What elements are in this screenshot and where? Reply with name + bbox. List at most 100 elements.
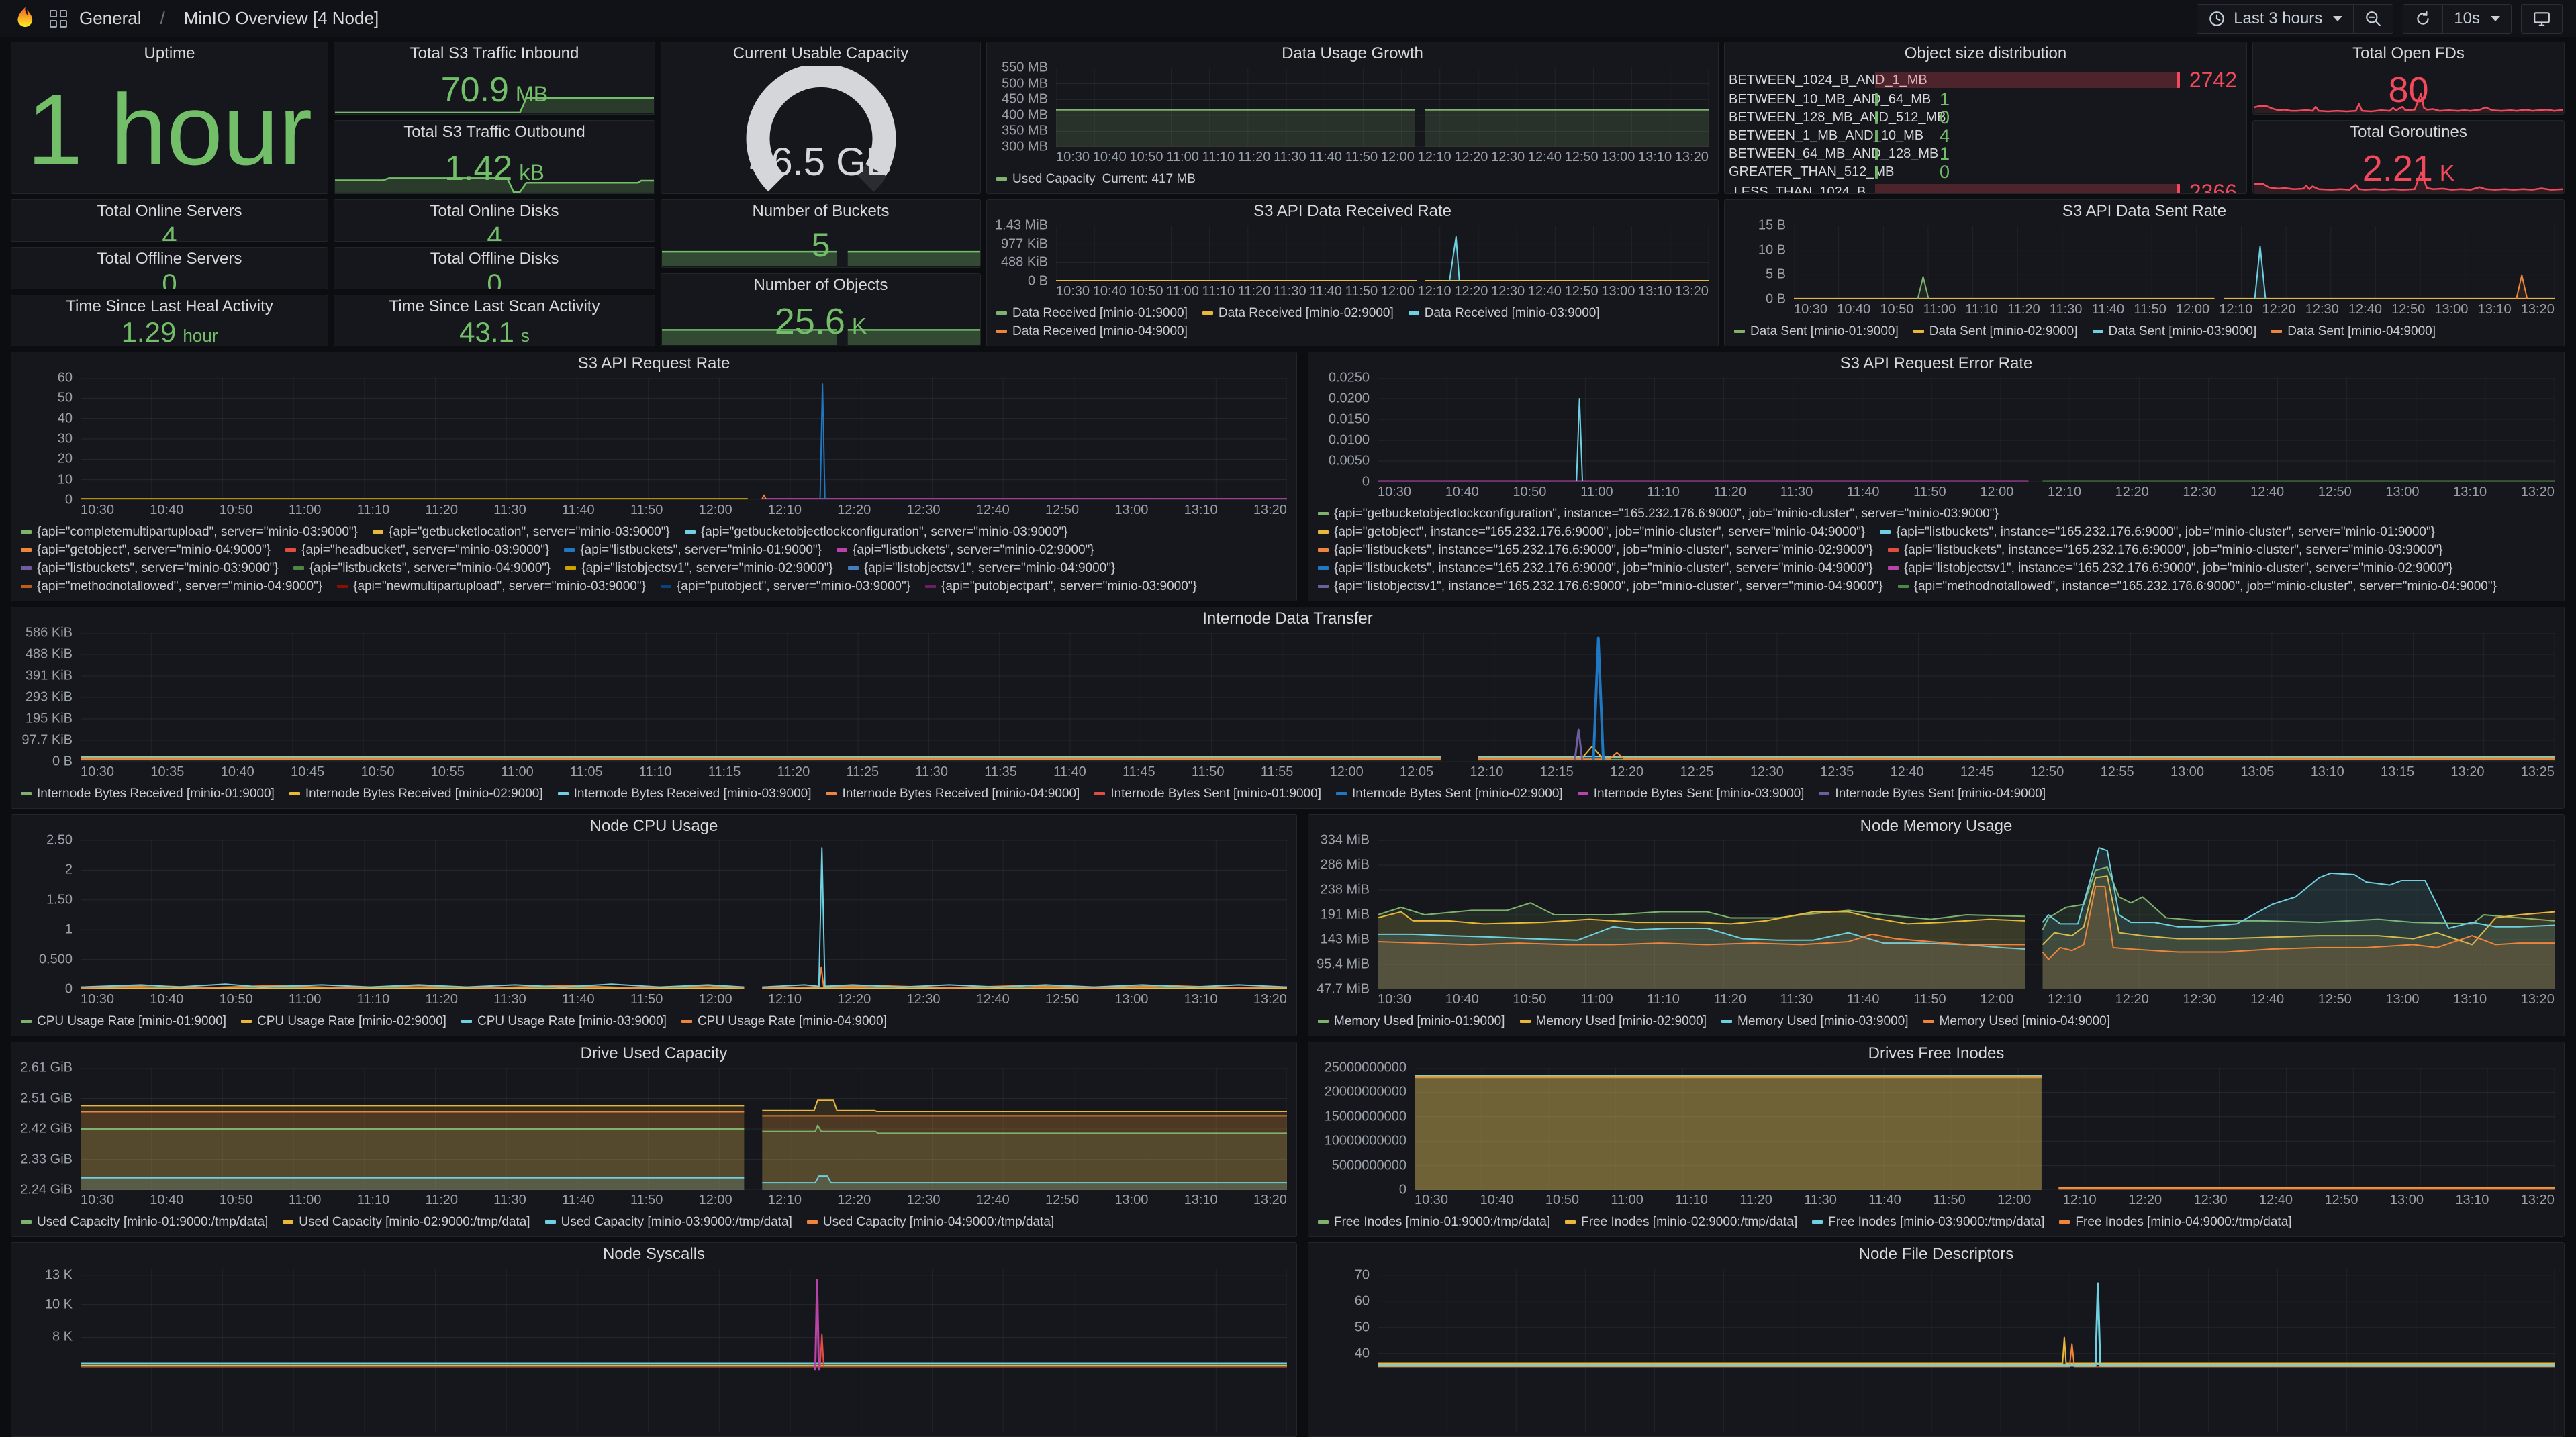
plot-area[interactable] [1378, 840, 2555, 989]
legend-item[interactable]: Memory Used [minio-02:9000] [1519, 1012, 1707, 1030]
plot-area[interactable] [1794, 226, 2555, 299]
plot-area[interactable] [81, 1068, 1287, 1190]
refresh-button[interactable] [2403, 3, 2443, 34]
panel-title[interactable]: Drive Used Capacity [580, 1044, 728, 1062]
panel-title[interactable]: Object size distribution [1904, 44, 2067, 62]
legend-item[interactable]: Free Inodes [minio-02:9000:/tmp/data] [1565, 1213, 1797, 1231]
legend-item[interactable]: {api="listbuckets", instance="165.232.17… [1318, 541, 1873, 559]
legend-item[interactable]: {api="getbucketobjectlockconfiguration",… [1318, 505, 1999, 523]
legend-item[interactable]: Internode Bytes Sent [minio-02:9000] [1336, 785, 1563, 803]
plot-area[interactable] [81, 840, 1287, 989]
legend-item[interactable]: Data Sent [minio-01:9000] [1734, 322, 1899, 340]
plot-area[interactable] [1415, 1068, 2555, 1190]
kiosk-mode-button[interactable] [2521, 3, 2563, 34]
legend-item[interactable]: {api="getbucketobjectlockconfiguration",… [684, 523, 1068, 541]
legend-item[interactable]: Memory Used [minio-03:9000] [1721, 1012, 1909, 1030]
legend-item[interactable]: Internode Bytes Received [minio-02:9000] [289, 785, 543, 803]
legend-item[interactable]: Data Sent [minio-04:9000] [2271, 322, 2436, 340]
legend-item[interactable]: Data Sent [minio-02:9000] [1913, 322, 2078, 340]
legend-item[interactable]: {api="listobjectsv1", server="minio-04:9… [847, 559, 1115, 577]
refresh-interval-picker[interactable]: 10s [2442, 3, 2512, 34]
legend-item[interactable]: Free Inodes [minio-03:9000:/tmp/data] [1812, 1213, 2044, 1231]
legend-item[interactable]: Internode Bytes Sent [minio-04:9000] [1819, 785, 2046, 803]
panel-title[interactable]: Drives Free Inodes [1868, 1044, 2005, 1062]
legend-item[interactable]: {api="listbuckets", server="minio-01:900… [564, 541, 822, 559]
legend-item[interactable]: Data Received [minio-01:9000] [996, 304, 1188, 322]
panel-title[interactable]: Time Since Last Heal Activity [66, 297, 273, 315]
panel-title[interactable]: Node File Descriptors [1858, 1245, 2014, 1263]
panel-title[interactable]: Total Goroutines [2350, 123, 2467, 141]
legend-item[interactable]: CPU Usage Rate [minio-04:9000] [681, 1012, 887, 1030]
legend-item[interactable]: {api="getobject", instance="165.232.176.… [1318, 523, 1865, 541]
legend-item[interactable]: Data Received [minio-04:9000] [996, 322, 1188, 340]
panel-title[interactable]: Total Offline Disks [430, 250, 559, 268]
panel-title[interactable]: Total S3 Traffic Inbound [410, 44, 579, 62]
legend-item[interactable]: Memory Used [minio-01:9000] [1318, 1012, 1505, 1030]
panel-title[interactable]: S3 API Request Rate [577, 354, 730, 373]
panel-title[interactable]: Number of Buckets [752, 202, 890, 220]
panel-title[interactable]: Node CPU Usage [589, 817, 718, 835]
legend-item[interactable]: CPU Usage Rate [minio-03:9000] [461, 1012, 667, 1030]
plot-area[interactable] [81, 378, 1287, 500]
grafana-logo[interactable] [12, 6, 38, 32]
zoom-out-time-button[interactable] [2353, 3, 2394, 34]
panel-title[interactable]: Number of Objects [753, 276, 888, 294]
panel-title[interactable]: Uptime [144, 44, 195, 62]
legend-item[interactable]: {api="methodnotallowed", server="minio-0… [21, 577, 322, 595]
legend-item[interactable]: {api="newmultipartupload", server="minio… [337, 577, 646, 595]
legend-item[interactable]: CPU Usage Rate [minio-01:9000] [21, 1012, 226, 1030]
legend-item[interactable]: Internode Bytes Sent [minio-03:9000] [1577, 785, 1804, 803]
panel-title[interactable]: Node Memory Usage [1860, 817, 2013, 835]
breadcrumb-page[interactable]: MinIO Overview [4 Node] [183, 8, 379, 28]
legend-item[interactable]: {api="listbuckets", instance="165.232.17… [1887, 541, 2443, 559]
plot-area[interactable] [81, 1269, 1287, 1432]
legend-item[interactable]: Memory Used [minio-04:9000] [1923, 1012, 2110, 1030]
panel-title[interactable]: Total Online Disks [430, 202, 559, 220]
panel-title[interactable]: Time Since Last Scan Activity [389, 297, 600, 315]
panel-title[interactable]: S3 API Request Error Rate [1840, 354, 2033, 373]
legend-item[interactable]: Used Capacity [minio-03:9000:/tmp/data] [544, 1213, 792, 1231]
panel-title[interactable]: S3 API Data Received Rate [1253, 202, 1451, 220]
legend-item[interactable]: {api="putobject", server="minio-03:9000"… [660, 577, 910, 595]
legend-item[interactable]: {api="putobjectpart", server="minio-03:9… [925, 577, 1197, 595]
panel-title[interactable]: Total Open FDs [2352, 44, 2465, 62]
panel-title[interactable]: Node Syscalls [602, 1245, 706, 1263]
legend-item[interactable]: Data Sent [minio-03:9000] [2092, 322, 2256, 340]
legend-item[interactable]: {api="listobjectsv1", instance="165.232.… [1887, 559, 2452, 577]
dashboards-icon[interactable] [50, 9, 67, 28]
plot-area[interactable] [1378, 378, 2555, 482]
legend-item[interactable]: {api="listbuckets", instance="165.232.17… [1318, 559, 1873, 577]
legend-item[interactable]: CPU Usage Rate [minio-02:9000] [240, 1012, 446, 1030]
panel-title[interactable]: Total Offline Servers [97, 250, 242, 268]
legend-item[interactable]: {api="getobject", server="minio-04:9000"… [21, 541, 271, 559]
legend-item[interactable]: {api="methodnotallowed", instance="165.2… [1897, 577, 2497, 595]
legend-item[interactable]: Used Capacity [minio-01:9000:/tmp/data] [21, 1213, 268, 1231]
panel-title[interactable]: Current Usable Capacity [732, 44, 909, 62]
legend-item[interactable]: {api="completemultipartupload", server="… [21, 523, 358, 541]
legend-item[interactable]: Used Capacity [minio-04:9000:/tmp/data] [806, 1213, 1054, 1231]
legend-item[interactable]: {api="listobjectsv1", instance="165.232.… [1318, 577, 1883, 595]
plot-area[interactable] [1056, 226, 1709, 281]
legend-item[interactable]: Internode Bytes Received [minio-04:9000] [826, 785, 1080, 803]
plot-area[interactable] [1056, 68, 1709, 147]
breadcrumb-section[interactable]: General [79, 8, 142, 28]
legend-item[interactable]: {api="listbuckets", instance="165.232.17… [1880, 523, 2435, 541]
legend-item[interactable]: Free Inodes [minio-04:9000:/tmp/data] [2059, 1213, 2292, 1231]
legend-item[interactable]: {api="listbuckets", server="minio-02:900… [837, 541, 1094, 559]
legend-item[interactable]: Free Inodes [minio-01:9000:/tmp/data] [1318, 1213, 1550, 1231]
panel-title[interactable]: Data Usage Growth [1282, 44, 1423, 62]
legend-item[interactable]: Internode Bytes Sent [minio-01:9000] [1094, 785, 1321, 803]
panel-title[interactable]: Total Online Servers [97, 202, 242, 220]
legend-item[interactable]: {api="headbucket", server="minio-03:9000… [285, 541, 549, 559]
legend-item[interactable]: Internode Bytes Received [minio-01:9000] [21, 785, 275, 803]
legend-item[interactable]: Data Received [minio-03:9000] [1408, 304, 1600, 322]
legend-item[interactable]: Used Capacity [minio-02:9000:/tmp/data] [283, 1213, 530, 1231]
legend-item[interactable]: {api="listbuckets", server="minio-03:900… [21, 559, 279, 577]
legend-item[interactable]: {api="listobjectsv1", server="minio-02:9… [565, 559, 833, 577]
legend-item[interactable]: {api="listbuckets", server="minio-04:900… [293, 559, 551, 577]
legend-item[interactable]: Used Capacity Current: 417 MB [996, 170, 1196, 188]
legend-item[interactable]: {api="getbucketlocation", server="minio-… [372, 523, 670, 541]
legend-item[interactable]: Internode Bytes Received [minio-03:9000] [557, 785, 811, 803]
panel-title[interactable]: Internode Data Transfer [1202, 609, 1373, 628]
panel-title[interactable]: S3 API Data Sent Rate [2062, 202, 2227, 220]
